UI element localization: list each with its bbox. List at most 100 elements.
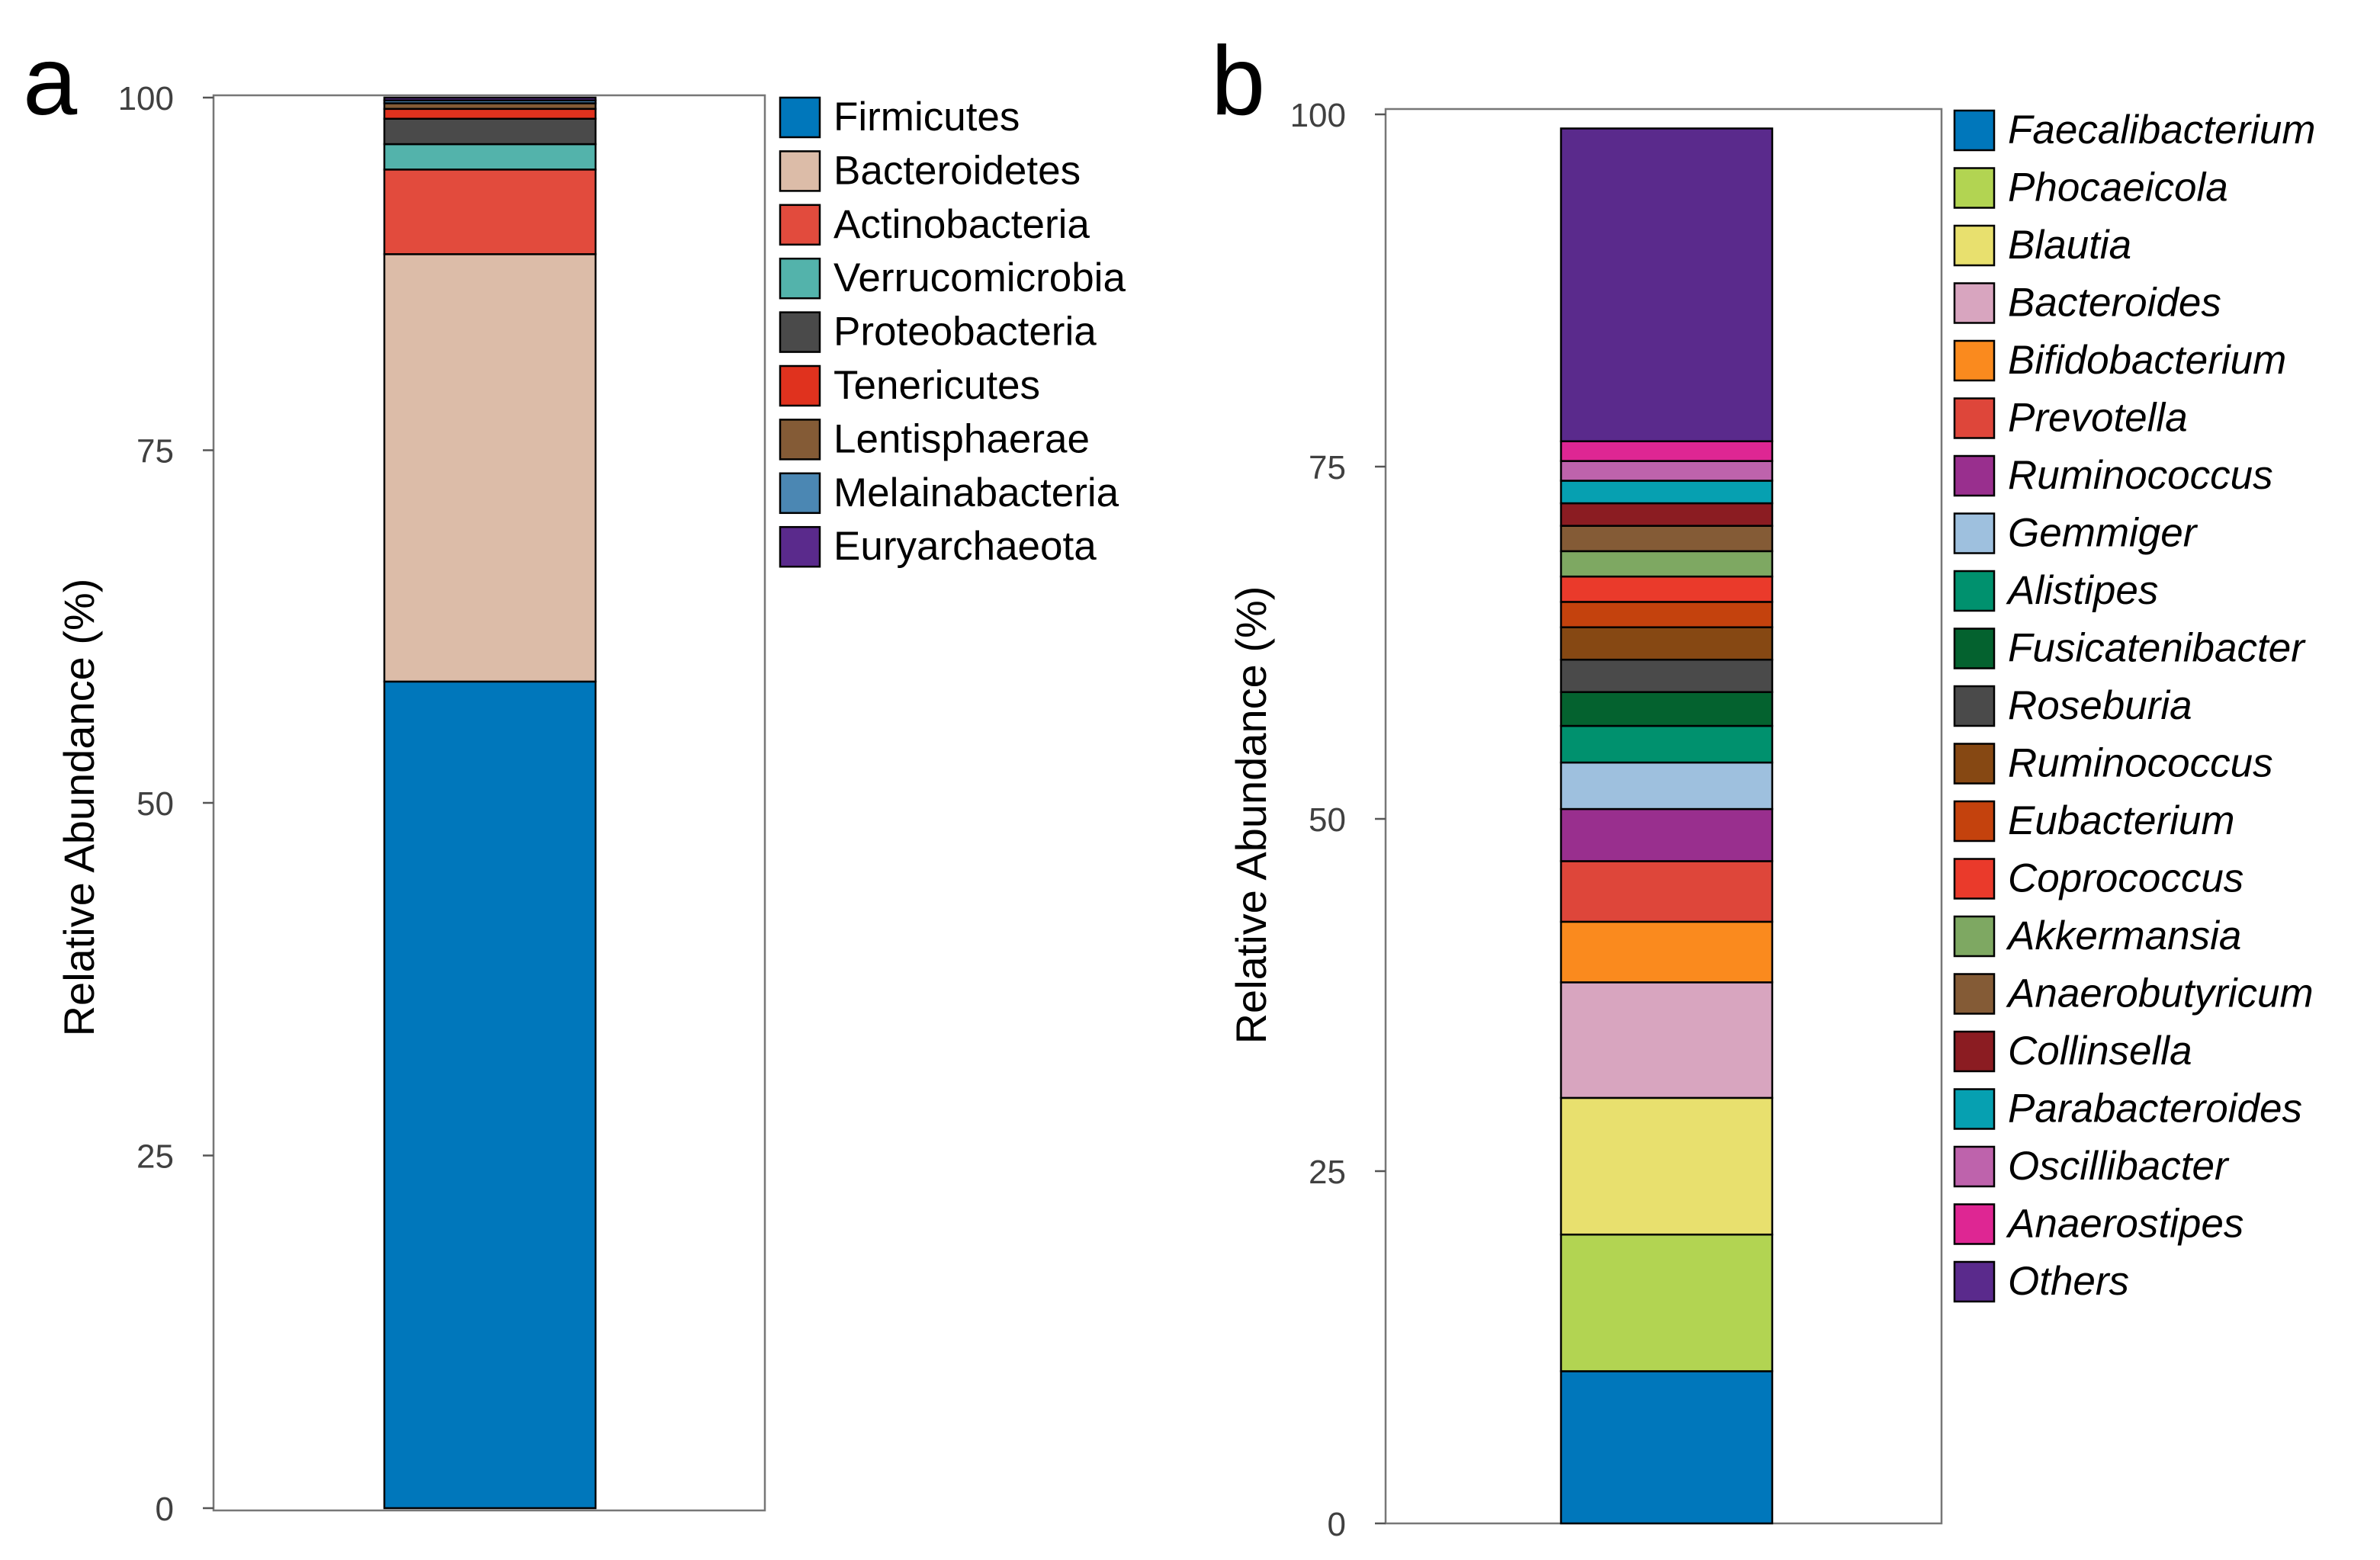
legend-swatch-b-7 <box>1953 512 1996 554</box>
legend-label-b-18: Oscillibacter <box>2008 1144 2230 1189</box>
legend-swatch-a-4 <box>779 311 821 353</box>
legend-label-b-10: Roseburia <box>2008 683 2192 728</box>
bar-segment-b-18 <box>1559 460 1774 482</box>
legend-label-a-4: Proteobacteria <box>833 310 1097 355</box>
panel-label-a: a <box>23 27 78 136</box>
legend-swatch-b-3 <box>1953 282 1996 324</box>
bar-segment-b-14 <box>1559 550 1774 578</box>
legend-swatch-a-0 <box>779 96 821 139</box>
bar-segment-b-1 <box>1559 1233 1774 1372</box>
legend-label-b-4: Bifidobacterium <box>2008 338 2286 383</box>
bar-segment-b-15 <box>1559 525 1774 553</box>
legend-swatch-b-18 <box>1953 1145 1996 1188</box>
bar-segment-b-19 <box>1559 440 1774 462</box>
legend-label-a-7: Melainabacteria <box>833 470 1119 515</box>
bar-segment-a-1 <box>383 253 597 683</box>
panel-a: a Relative Abundance (%) 0 25 50 75 100 Firmi… <box>23 27 1126 1528</box>
legend-swatch-a-7 <box>779 472 821 515</box>
legend-swatch-b-16 <box>1953 1030 1996 1073</box>
legend-swatch-b-12 <box>1953 800 1996 843</box>
legend-swatch-b-14 <box>1953 915 1996 958</box>
legend-swatch-a-5 <box>779 364 821 407</box>
legend-swatch-b-20 <box>1953 1260 1996 1303</box>
legend-label-b-16: Collinsella <box>2008 1029 2192 1074</box>
bar-segment-b-9 <box>1559 691 1774 727</box>
y-axis-label-b: Relative Abundance (%) <box>1227 586 1275 1045</box>
y-tick-label-b: 100 <box>1290 97 1346 134</box>
bar-segment-b-20 <box>1559 127 1774 442</box>
panel-label-b: b <box>1211 27 1265 136</box>
bar-segment-b-17 <box>1559 480 1774 505</box>
bar-segment-a-2 <box>383 169 597 255</box>
legend-label-b-17: Parabacteroides <box>2008 1087 2302 1131</box>
legend-label-a-8: Euryarchaeota <box>833 524 1097 569</box>
legend-label-b-2: Blautia <box>2008 223 2131 268</box>
y-tick-label-b: 75 <box>1309 449 1346 486</box>
legend-label-a-5: Tenericutes <box>833 363 1040 408</box>
y-tick-label-a: 50 <box>137 785 174 823</box>
legend-swatch-b-6 <box>1953 454 1996 497</box>
legend-label-b-3: Bacteroides <box>2008 281 2221 326</box>
legend-label-a-6: Lentisphaerae <box>833 416 1090 461</box>
bar-segment-b-12 <box>1559 601 1774 628</box>
bar-segment-a-8 <box>383 96 597 101</box>
legend-label-b-15: Anaerobutyricum <box>2006 971 2314 1016</box>
legend-swatch-a-2 <box>779 204 821 246</box>
legend-label-a-0: Firmicutes <box>833 95 1020 140</box>
legend-swatch-b-17 <box>1953 1088 1996 1130</box>
y-tick-label-a: 75 <box>137 433 174 470</box>
bar-segment-b-0 <box>1559 1370 1774 1525</box>
legend-swatch-a-6 <box>779 419 821 461</box>
legend-swatch-b-9 <box>1953 628 1996 669</box>
bar-segment-b-10 <box>1559 658 1774 693</box>
legend-label-a-3: Verrucomicrobia <box>833 255 1126 300</box>
legend-swatch-b-19 <box>1953 1203 1996 1245</box>
legend-swatch-b-8 <box>1953 570 1996 612</box>
legend-label-b-9: Fusicatenibacter <box>2008 626 2306 671</box>
legend-swatch-b-10 <box>1953 685 1996 727</box>
y-tick-label-a: 100 <box>118 80 174 117</box>
legend-label-b-7: Gemmiger <box>2008 511 2199 556</box>
bar-segment-b-4 <box>1559 920 1774 984</box>
bar-segment-b-7 <box>1559 761 1774 810</box>
y-tick-label-a: 25 <box>137 1138 174 1176</box>
legend-label-a-2: Actinobacteria <box>833 202 1090 247</box>
legend-swatch-b-11 <box>1953 743 1996 785</box>
bar-segment-b-13 <box>1559 575 1774 603</box>
legend-swatch-b-0 <box>1953 109 1996 152</box>
legend-label-b-19: Anaerostipes <box>2006 1202 2243 1247</box>
legend-swatch-b-1 <box>1953 167 1996 209</box>
legend-swatch-a-3 <box>779 257 821 300</box>
legend-label-b-13: Coprococcus <box>2008 856 2243 901</box>
y-tick-label-a: 0 <box>156 1491 174 1528</box>
bar-segment-b-16 <box>1559 502 1774 527</box>
legend-swatch-a-8 <box>779 525 821 568</box>
panel-b: b Relative Abundance (%) 0 25 50 75 100 Faeca… <box>1211 27 2316 1543</box>
bar-segment-a-4 <box>383 117 597 146</box>
y-axis-label-a: Relative Abundance (%) <box>55 579 103 1037</box>
legend-swatch-b-2 <box>1953 224 1996 267</box>
bar-segment-b-11 <box>1559 626 1774 661</box>
y-tick-label-b: 50 <box>1309 801 1346 839</box>
legend-label-b-12: Eubacterium <box>2008 798 2235 843</box>
legend-label-b-0: Faecalibacterium <box>2008 108 2316 152</box>
legend-swatch-b-13 <box>1953 858 1996 900</box>
bar-segment-a-3 <box>383 143 597 171</box>
legend-label-a-1: Bacteroidetes <box>833 148 1081 193</box>
legend-swatch-b-15 <box>1953 973 1996 1015</box>
y-tick-label-b: 25 <box>1309 1154 1346 1191</box>
bar-segment-b-8 <box>1559 724 1774 764</box>
legend-label-b-11: Ruminococcus <box>2008 741 2273 786</box>
legend-swatch-b-5 <box>1953 397 1996 439</box>
legend-swatch-a-1 <box>779 150 821 192</box>
legend-swatch-b-4 <box>1953 339 1996 382</box>
bar-segment-b-3 <box>1559 981 1774 1099</box>
bar-segment-b-5 <box>1559 860 1774 923</box>
bar-segment-b-6 <box>1559 807 1774 862</box>
bar-segment-a-0 <box>383 680 597 1510</box>
legend-label-b-6: Ruminococcus <box>2008 453 2273 498</box>
legend-label-b-14: Akkermansia <box>2006 913 2241 958</box>
y-tick-label-b: 0 <box>1328 1506 1346 1543</box>
bar-segment-b-2 <box>1559 1096 1774 1236</box>
